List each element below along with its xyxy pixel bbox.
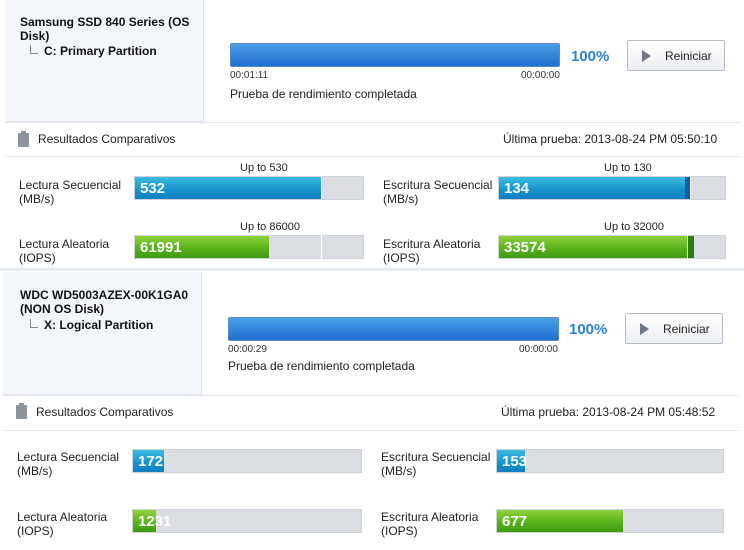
panel-separator [0,268,744,271]
metric-label: Lectura Secuencial (MB/s) [17,450,120,478]
metric-label: Escritura Aleatoria (IOPS) [381,510,479,538]
disk-panel-1: Samsung SSD 840 Series (OS Disk) C: Prim… [0,0,744,270]
play-icon [640,322,649,335]
remaining-time: 00:00:00 [519,344,558,355]
metric-fill [135,177,321,199]
clipboard-icon [18,131,29,147]
metric-label: Escritura Aleatoria (IOPS) [383,237,481,265]
metric-fill [133,510,156,532]
status-text: Prueba de rendimiento completada [228,359,415,373]
elapsed-time: 00:00:29 [228,344,267,355]
metric-fill-tip [685,177,690,199]
benchmark-progress-bar [230,43,560,67]
results-title: Resultados Comparativos [38,132,176,146]
metric-value: 172 [138,453,164,470]
disk-info-box [3,272,202,395]
disk-name: Samsung SSD 840 Series (OS Disk) [20,15,190,43]
metric-value: 677 [502,513,528,530]
metric-bar: 61991 [134,232,364,260]
partition-name: C: Primary Partition [44,44,157,58]
metric-bar: 33574 [498,232,726,260]
remaining-time: 00:00:00 [521,70,560,81]
restart-button[interactable]: Reiniciar [627,40,725,71]
metric-fill [499,236,687,258]
metric-fill [497,510,623,532]
last-test-time: Última prueba: 2013-08-24 PM 05:48:52 [501,405,716,419]
metric-label: Lectura Aleatoria (IOPS) [17,510,108,538]
metric-bar: 1231 [132,509,362,533]
elapsed-time: 00:01:11 [230,70,269,81]
metric-value: 1231 [138,513,172,530]
play-icon [642,49,651,62]
disk-name: WDC WD5003AZEX-00K1GA0 (NON OS Disk) [20,288,189,316]
metric-value: 61991 [140,239,182,256]
metric-value: 134 [504,180,530,197]
tree-branch-icon [30,45,38,54]
progress-percent: 100% [571,48,610,65]
benchmark-progress-bar [228,317,559,341]
tree-branch-icon [30,319,38,328]
divider [5,156,741,157]
metric-bar: 134 [498,173,726,201]
divider [5,122,741,123]
partition-label: X: Logical Partition [30,318,153,332]
max-marker [321,232,322,260]
metric-label: Escritura Secuencial (MB/s) [381,450,491,478]
max-marker [321,173,322,201]
metric-label: Escritura Secuencial (MB/s) [383,178,493,206]
metric-fill [499,177,685,199]
max-marker [687,232,688,260]
last-test-time: Última prueba: 2013-08-24 PM 05:50:10 [503,132,718,146]
metric-fill [135,236,269,258]
metric-value: 153 [502,453,528,470]
restart-button[interactable]: Reiniciar [625,313,723,344]
progress-percent: 100% [569,321,608,338]
max-label: Up to 530 [240,162,288,174]
divider [3,430,739,431]
metric-bar: 532 [134,173,364,201]
partition-label: C: Primary Partition [30,44,157,58]
metric-bar: 677 [496,509,724,533]
max-label: Up to 130 [604,162,652,174]
metric-bar: 153 [496,449,724,473]
metric-fill [497,450,525,472]
metric-label: Lectura Secuencial (MB/s) [19,178,122,206]
disk-panel-2: WDC WD5003AZEX-00K1GA0 (NON OS Disk) X: … [0,272,744,550]
divider [3,395,739,396]
metric-value: 33574 [504,239,546,256]
partition-name: X: Logical Partition [44,318,154,332]
status-text: Prueba de rendimiento completada [230,87,417,101]
metric-fill-tip [687,236,694,258]
metric-fill [133,450,164,472]
disk-info-box [5,0,204,122]
clipboard-icon [16,403,27,419]
metric-label: Lectura Aleatoria (IOPS) [19,237,110,265]
max-label: Up to 86000 [240,221,300,233]
results-title: Resultados Comparativos [36,405,174,419]
restart-label: Reiniciar [663,321,710,336]
metric-bar: 172 [132,449,362,473]
restart-label: Reiniciar [665,48,712,63]
max-label: Up to 32000 [604,221,664,233]
metric-value: 532 [140,180,166,197]
max-marker [690,173,691,201]
